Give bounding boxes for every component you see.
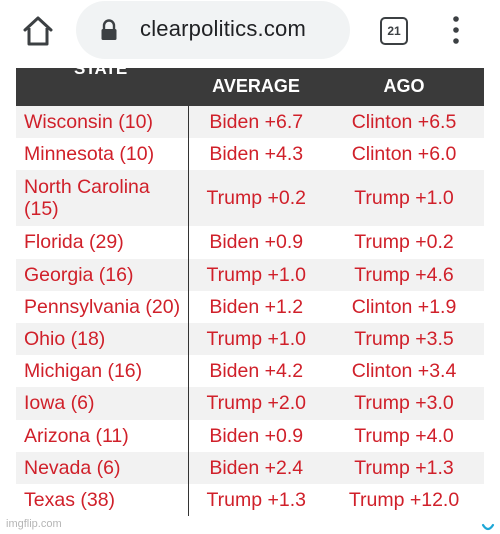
state-cell: Ohio (18) (16, 322, 189, 356)
average-cell: Biden +0.9 (188, 226, 324, 259)
state-cell: Minnesota (10) (16, 138, 189, 171)
watermark: imgflip.com (6, 518, 62, 530)
state-cell: Nevada (6) (16, 451, 189, 484)
ago-cell: Trump +12.0 (324, 483, 484, 517)
table-row: Iowa (6) Trump +2.0 Trump +3.0 (16, 387, 484, 420)
table-row: Minnesota (10) Biden +4.3 Clinton +6.0 (16, 138, 484, 171)
table-row: Pennsylvania (20) Biden +1.2 Clinton +1.9 (16, 290, 484, 323)
address-bar[interactable]: clearpolitics.com (76, 1, 350, 59)
table-row: Arizona (11) Biden +0.9 Trump +4.0 (16, 419, 484, 452)
state-cell: Georgia (16) (16, 258, 189, 291)
table-row: Florida (29) Biden +0.9 Trump +0.2 (16, 226, 484, 259)
state-cell: Iowa (6) (16, 387, 189, 420)
header-average: AVERAGE (212, 76, 300, 96)
tab-switcher-button[interactable]: 21 (380, 17, 408, 45)
average-cell: Biden +4.3 (188, 138, 324, 171)
lock-icon (101, 19, 117, 40)
table-body: Wisconsin (10) Biden +6.7 Clinton +6.5 Minn… (16, 106, 484, 517)
table-row: North Carolina (15) Trump +0.2 Trump +1.0 (16, 170, 484, 227)
header-state: STATE (74, 68, 128, 78)
more-vert-icon[interactable] (448, 14, 464, 46)
state-cell: Arizona (11) (16, 419, 189, 452)
state-cell: Texas (38) (16, 483, 189, 517)
table-row: Nevada (6) Biden +2.4 Trump +1.3 (16, 451, 484, 484)
average-cell: Trump +1.3 (188, 483, 324, 517)
corner-mark-icon (481, 523, 495, 531)
state-cell: Michigan (16) (16, 355, 189, 388)
ago-cell: Trump +4.0 (324, 419, 484, 452)
state-cell: Florida (29) (16, 226, 189, 259)
average-cell: Biden +2.4 (188, 451, 324, 484)
ago-cell: Trump +4.6 (324, 258, 484, 291)
ago-cell: Trump +1.3 (324, 451, 484, 484)
state-cell: Pennsylvania (20) (16, 290, 189, 323)
ago-cell: Trump +0.2 (324, 226, 484, 259)
table-header-row: STATE AVERAGE AGO (16, 68, 484, 106)
ago-cell: Trump +3.5 (324, 322, 484, 356)
polling-table-container: STATE AVERAGE AGO Wisconsin (10) Biden +6… (16, 68, 484, 520)
table-row: Michigan (16) Biden +4.2 Clinton +3.4 (16, 355, 484, 388)
ago-cell: Trump +3.0 (324, 387, 484, 420)
average-cell: Biden +1.2 (188, 290, 324, 323)
average-cell: Biden +4.2 (188, 355, 324, 388)
table-row: Texas (38) Trump +1.3 Trump +12.0 (16, 483, 484, 517)
browser-toolbar: clearpolitics.com 21 (0, 0, 500, 68)
home-icon[interactable] (20, 13, 56, 49)
state-cell: Wisconsin (10) (16, 106, 189, 139)
state-cell: North Carolina (15) (16, 170, 189, 227)
average-cell: Trump +1.0 (188, 258, 324, 291)
ago-cell: Clinton +6.0 (324, 138, 484, 171)
polling-table: STATE AVERAGE AGO Wisconsin (10) Biden +6… (16, 68, 484, 517)
average-cell: Trump +1.0 (188, 322, 324, 356)
average-cell: Biden +6.7 (188, 106, 324, 139)
table-row: Wisconsin (10) Biden +6.7 Clinton +6.5 (16, 106, 484, 139)
ago-cell: Clinton +1.9 (324, 290, 484, 323)
table-row: Ohio (18) Trump +1.0 Trump +3.5 (16, 322, 484, 356)
average-cell: Biden +0.9 (188, 419, 324, 452)
table-row: Georgia (16) Trump +1.0 Trump +4.6 (16, 258, 484, 291)
ago-cell: Clinton +6.5 (324, 106, 484, 139)
ago-cell: Clinton +3.4 (324, 355, 484, 388)
url-text: clearpolitics.com (140, 16, 307, 41)
header-ago: AGO (383, 76, 425, 96)
average-cell: Trump +2.0 (188, 387, 324, 420)
ago-cell: Trump +1.0 (324, 170, 484, 227)
average-cell: Trump +0.2 (188, 170, 324, 227)
